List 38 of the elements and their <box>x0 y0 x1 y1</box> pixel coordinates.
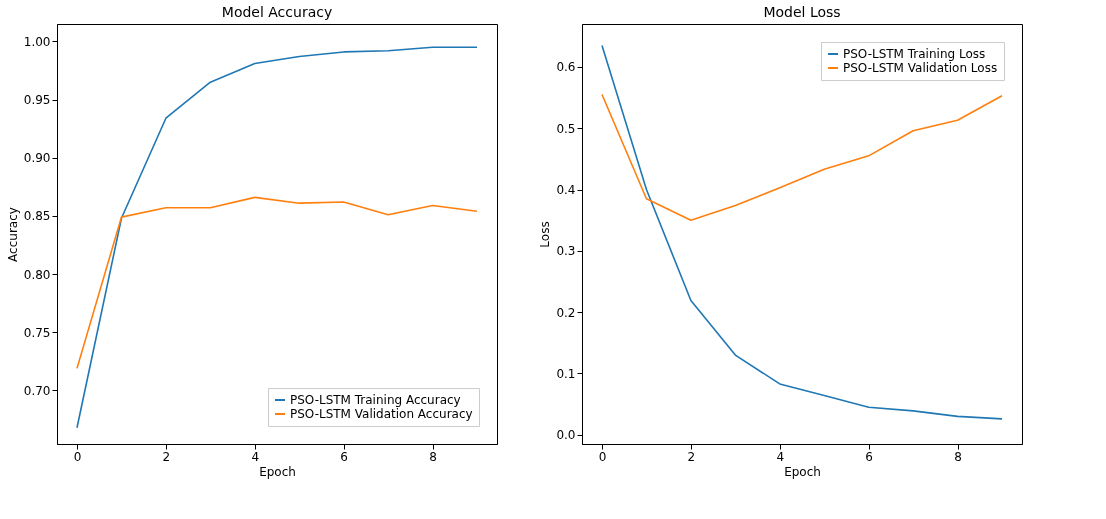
x-tick-label: 4 <box>776 449 785 464</box>
legend-label: PSO-LSTM Training Loss <box>843 47 986 61</box>
chart-title: Model Loss <box>763 4 841 20</box>
x-tick-label: 6 <box>865 449 873 464</box>
y-tick-label: 0.75 <box>23 325 51 340</box>
line-series <box>601 93 1003 221</box>
y-tick-label: 0.95 <box>23 93 51 108</box>
x-axis-title: Epoch <box>259 464 296 479</box>
chart-title: Model Accuracy <box>221 4 333 20</box>
x-tick-label: 0 <box>73 449 82 464</box>
y-tick-label: 0.2 <box>556 305 576 320</box>
x-tick-label: 4 <box>251 449 260 464</box>
line-series <box>601 44 1003 420</box>
x-tick-label: 2 <box>687 449 696 464</box>
x-tick-label: 6 <box>340 449 348 464</box>
x-axis-title: Epoch <box>784 464 821 479</box>
y-tick-label: 0.90 <box>23 151 51 166</box>
x-tick-label: 2 <box>162 449 171 464</box>
x-tick-label: 8 <box>429 449 437 464</box>
legend-label: PSO-LSTM Validation Loss <box>843 61 998 75</box>
line-series <box>76 46 478 429</box>
y-tick-label: 0.1 <box>556 366 576 381</box>
y-tick-label: 0.80 <box>23 267 51 282</box>
y-tick-label: 0.0 <box>556 428 576 443</box>
y-tick-label: 0.5 <box>556 121 576 136</box>
line-series <box>76 196 478 370</box>
y-tick-label: 0.4 <box>556 183 576 198</box>
y-axis-title: Loss <box>538 221 553 248</box>
x-tick-label: 0 <box>598 449 607 464</box>
y-tick-label: 0.85 <box>23 209 51 224</box>
y-tick-label: 0.3 <box>556 244 576 259</box>
legend-label: PSO-LSTM Training Accuracy <box>290 393 461 407</box>
y-tick-label: 0.6 <box>556 60 576 75</box>
y-axis-title: Accuracy <box>5 207 20 262</box>
y-tick-label: 0.70 <box>23 383 51 398</box>
legend-label: PSO-LSTM Validation Accuracy <box>290 407 473 421</box>
y-tick-label: 1.00 <box>23 34 51 49</box>
x-tick-label: 8 <box>954 449 962 464</box>
